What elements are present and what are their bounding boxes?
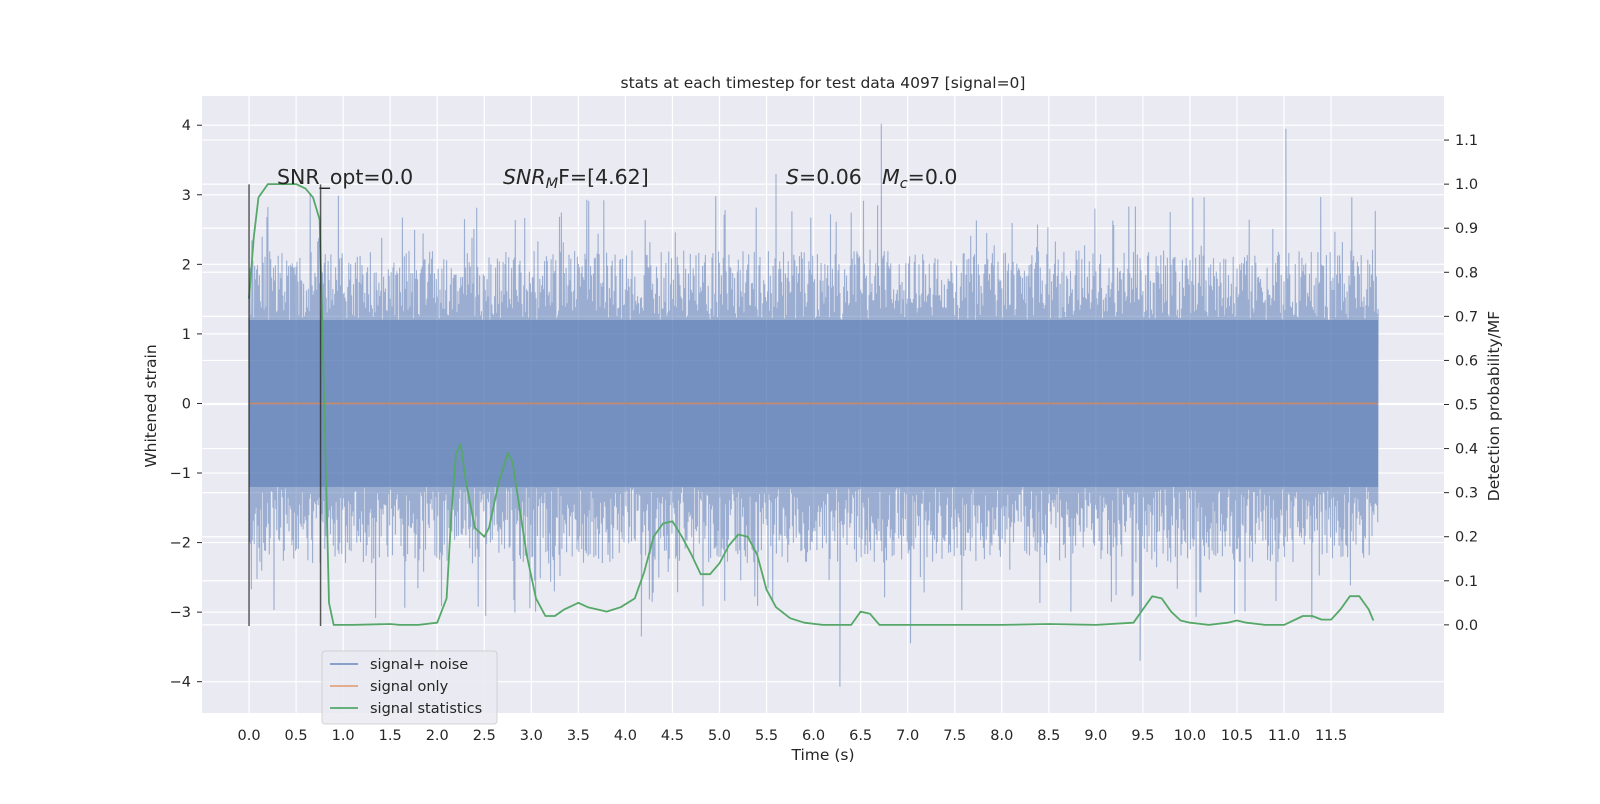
mc-value: =0.0 — [908, 165, 958, 189]
y2-tick-label: 0.0 — [1455, 618, 1478, 634]
x-tick-label: 4.5 — [661, 728, 684, 744]
snr-mf-main: SNR — [503, 165, 546, 189]
annotation-snr-mf: SNRMF=[4.62] — [503, 165, 649, 192]
x-tick-label: 10.5 — [1221, 728, 1253, 744]
legend-label-signal-only: signal only — [370, 679, 449, 695]
x-tick-label: 8.0 — [990, 728, 1013, 744]
y2-tick-label: 0.2 — [1455, 530, 1478, 546]
legend-label-signal-noise: signal+ noise — [370, 657, 468, 673]
x-tick-label: 0.0 — [238, 728, 261, 744]
annotation-mc: Mc=0.0 — [882, 165, 957, 192]
x-axis-label: Time (s) — [790, 746, 854, 764]
y-tick-label: 3 — [182, 188, 191, 204]
x-tick-label: 1.0 — [332, 728, 355, 744]
mc-main: M — [882, 165, 900, 189]
snr-mf-rest: F=[4.62] — [558, 165, 649, 189]
mc-subscript: c — [900, 176, 908, 192]
x-tick-label: 7.5 — [943, 728, 966, 744]
y-axis-label: Whitened strain — [142, 344, 160, 467]
x-tick-label: 3.0 — [520, 728, 543, 744]
y-tick-label: −2 — [170, 536, 191, 552]
x-tick-label: 9.5 — [1131, 728, 1154, 744]
annotation-s: S=0.06 — [786, 165, 862, 189]
y2-tick-label: 0.3 — [1455, 486, 1478, 502]
x-tick-label: 6.0 — [802, 728, 825, 744]
legend-box — [321, 650, 498, 725]
x-ticks: 0.0 0.5 1.0 1.5 2.0 2.5 3.0 3.5 4.0 4.5 5.0 5.5 6.0 6… — [238, 728, 1348, 744]
y2-tick-label: 0.9 — [1455, 221, 1478, 237]
y-ticks: 4 3 2 1 0 −1 −2 −3 −4 — [170, 118, 202, 691]
x-tick-label: 7.0 — [896, 728, 919, 744]
x-tick-label: 11.0 — [1268, 728, 1300, 744]
chart-title: stats at each timestep for test data 409… — [621, 74, 1026, 92]
x-tick-label: 2.5 — [473, 728, 496, 744]
x-tick-label: 8.5 — [1037, 728, 1060, 744]
s-value: =0.06 — [799, 165, 862, 189]
y2-tick-label: 0.1 — [1455, 574, 1478, 590]
x-tick-label: 9.0 — [1084, 728, 1107, 744]
y-tick-label: 4 — [182, 118, 191, 134]
y2-tick-label: 0.7 — [1455, 309, 1478, 325]
y2-tick-label: 0.4 — [1455, 442, 1478, 458]
line-series — [248, 183, 1379, 626]
x-tick-label: 0.5 — [285, 728, 308, 744]
signal-statistics-line — [248, 183, 1375, 626]
x-tick-label: 5.5 — [755, 728, 778, 744]
y-tick-label: −3 — [170, 605, 191, 621]
y2-tick-label: 1.0 — [1455, 177, 1478, 193]
y-tick-label: 1 — [182, 327, 191, 343]
y2-tick-label: 0.5 — [1455, 398, 1478, 414]
y-tick-label: −1 — [170, 466, 191, 482]
y2-tick-label: 1.1 — [1455, 133, 1478, 149]
x-tick-label: 6.5 — [849, 728, 872, 744]
y2-tick-label: 0.6 — [1455, 353, 1478, 369]
annotation-snr-opt: SNR_opt=0.0 — [277, 165, 413, 190]
x-tick-label: 5.0 — [708, 728, 731, 744]
y-tick-label: 0 — [182, 396, 191, 412]
s-label: S — [786, 165, 799, 189]
x-tick-label: 3.5 — [567, 728, 590, 744]
snr-mf-subscript: M — [546, 176, 559, 192]
x-tick-label: 4.0 — [614, 728, 637, 744]
x-tick-label: 10.0 — [1174, 728, 1206, 744]
x-tick-label: 2.0 — [426, 728, 449, 744]
window-markers — [248, 184, 322, 627]
x-tick-label: 11.5 — [1315, 728, 1347, 744]
legend: signal+ noise signal only signal statist… — [321, 650, 498, 725]
x-tick-label: 1.5 — [379, 728, 402, 744]
y2-tick-label: 0.8 — [1455, 265, 1478, 281]
y-tick-label: 2 — [182, 257, 191, 273]
y-tick-label: −4 — [170, 675, 191, 691]
legend-label-signal-statistics: signal statistics — [370, 701, 482, 717]
y2-ticks: 1.1 1.0 0.9 0.8 0.7 0.6 0.5 0.4 0.3 0.2 0.1 0.0 — [1444, 133, 1478, 634]
y2-axis-label: Detection probability/MF — [1485, 311, 1503, 502]
